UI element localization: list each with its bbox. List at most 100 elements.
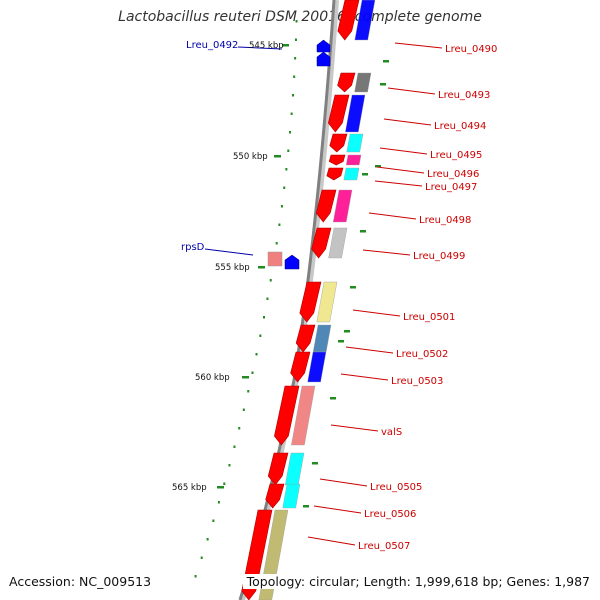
gene-features — [241, 0, 376, 600]
gene-label: Lreu_0496 — [427, 169, 479, 180]
tick-mark — [266, 297, 269, 300]
inner-tick — [312, 462, 318, 465]
gene-label: Lreu_0493 — [438, 90, 490, 101]
label-leader — [374, 180, 423, 187]
major-tick — [274, 155, 281, 158]
cds-forward-arrow — [274, 385, 300, 446]
cds-forward-arrow — [267, 452, 289, 486]
cds-forward-arrow — [337, 0, 360, 41]
tick-mark — [223, 482, 226, 485]
cog-category-block — [343, 167, 360, 181]
label-leader — [319, 478, 368, 487]
tick-mark — [206, 538, 209, 541]
cds-reverse-arrow — [316, 39, 331, 53]
label-leader — [340, 373, 389, 381]
label-leader — [376, 166, 425, 174]
tick-mark — [269, 279, 272, 282]
cog-category-block — [354, 72, 372, 93]
cds-forward-arrow — [299, 281, 322, 323]
label-leader — [307, 536, 356, 546]
tick-mark — [289, 131, 292, 134]
label-leader — [345, 346, 394, 354]
label-leader — [368, 212, 417, 220]
tick-mark — [294, 38, 297, 41]
label-leader — [362, 249, 411, 256]
major-tick — [217, 486, 224, 489]
cog-category-block — [267, 251, 283, 267]
cog-category-block — [316, 281, 338, 323]
label-leader — [394, 42, 443, 49]
cds-forward-arrow — [326, 167, 344, 181]
cds-forward-arrow — [290, 351, 311, 383]
cog-category-block — [285, 452, 305, 486]
gene-label: Lreu_0503 — [391, 376, 443, 387]
inner-tick — [360, 230, 366, 233]
cog-category-block — [345, 154, 362, 166]
inner-tick — [362, 173, 368, 176]
tick-mark — [295, 20, 298, 23]
gene-label: Lreu_0494 — [434, 121, 486, 132]
cog-category-block — [333, 189, 353, 223]
cog-category-block — [328, 227, 348, 259]
major-tick — [242, 376, 249, 379]
tick-mark — [194, 575, 197, 578]
tick-mark — [291, 94, 294, 97]
label-leader — [313, 505, 362, 514]
inner-tick — [330, 397, 336, 400]
tick-mark — [294, 57, 297, 60]
topology-summary: Topology: circular; Length: 1,999,618 bp… — [242, 574, 590, 589]
tick-mark — [255, 353, 258, 356]
tick-mark — [293, 75, 296, 78]
tick-mark — [242, 408, 245, 411]
cog-category-block — [345, 94, 366, 133]
cds-forward-arrow — [265, 483, 285, 509]
tick-mark — [262, 316, 265, 319]
gene-label: valS — [381, 427, 402, 438]
gene-label: Lreu_0506 — [364, 509, 416, 520]
gene-label: Lreu_0498 — [419, 215, 471, 226]
tick-mark — [200, 556, 203, 559]
cds-forward-arrow — [328, 154, 346, 166]
gene-label: Lreu_0499 — [413, 251, 465, 262]
major-tick — [282, 44, 289, 47]
tick-mark — [233, 445, 236, 448]
cog-category-block — [291, 385, 316, 446]
gene-labels: Lreu_0490 Lreu_0493 Lreu_0494 Lreu_0495 Lreu… — [181, 40, 497, 552]
tick-mark — [278, 223, 281, 226]
tick-mark — [285, 168, 288, 171]
inner-tick — [303, 505, 309, 508]
tick-mark — [259, 334, 262, 337]
cds-reverse-arrow — [284, 254, 300, 270]
scale-label: 545 kbp — [249, 41, 284, 51]
tick-mark — [275, 242, 278, 245]
cog-category-block — [346, 133, 364, 153]
scale-labels: 545 kbp 550 kbp 555 kbp 560 kbp 565 kbp — [172, 41, 284, 493]
cog-category-block — [312, 324, 332, 353]
scale-label: 550 kbp — [233, 152, 268, 162]
inner-tick — [350, 286, 356, 289]
gene-label: Lreu_0501 — [403, 312, 455, 323]
scale-label: 555 kbp — [215, 263, 250, 273]
tick-mark — [238, 427, 241, 430]
label-leader — [379, 147, 428, 155]
cog-category-block — [282, 483, 301, 509]
gene-label: Lreu_0497 — [425, 182, 477, 193]
tick-mark — [287, 149, 290, 152]
label-leader — [383, 118, 432, 126]
tick-mark — [212, 519, 215, 522]
gene-label: Lreu_0502 — [396, 349, 448, 360]
scale-label: 560 kbp — [195, 373, 230, 383]
inner-tick — [375, 165, 381, 168]
tick-mark — [228, 464, 231, 467]
inner-tick — [338, 340, 344, 343]
label-leader — [352, 309, 401, 317]
cds-forward-arrow — [295, 324, 316, 353]
major-tick — [258, 266, 265, 269]
gene-label: Lreu_0492 — [186, 40, 238, 51]
gene-label: rpsD — [181, 242, 205, 253]
inner-tick — [344, 330, 350, 333]
inner-tick — [383, 60, 389, 63]
map-title: Lactobacillus reuteri DSM 20016, complet… — [118, 9, 482, 25]
tick-mark — [247, 390, 250, 393]
